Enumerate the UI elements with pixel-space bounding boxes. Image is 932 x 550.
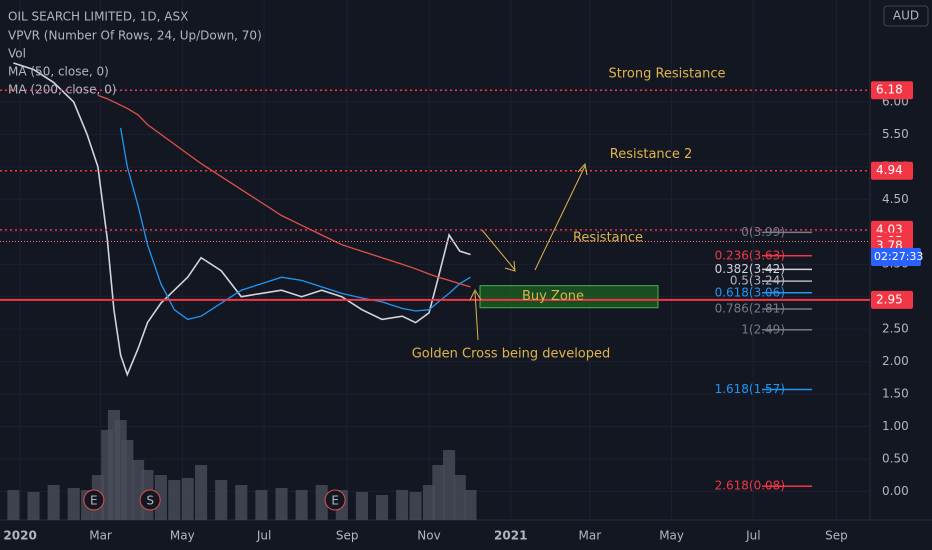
volume-bar xyxy=(464,490,477,520)
x-tick-label: 2021 xyxy=(494,529,527,543)
currency-bg xyxy=(883,5,929,27)
y-tick-label: 1.00 xyxy=(882,419,909,433)
x-tick-label: Jul xyxy=(256,529,271,543)
volume-bar xyxy=(121,440,134,520)
fib-label: 0.236(3.63) xyxy=(715,248,785,262)
volume-bar xyxy=(376,495,389,520)
resistance-label: Resistance 2 xyxy=(610,147,692,162)
indicator-label: VPVR (Number Of Rows, 24, Up/Down, 70) xyxy=(8,29,262,43)
volume-bar xyxy=(67,488,80,520)
ma-line xyxy=(119,127,471,321)
price-tag-bg xyxy=(871,81,913,100)
arrow xyxy=(481,229,516,272)
event-marker xyxy=(324,489,346,511)
arrow xyxy=(534,162,588,271)
volume-bar xyxy=(7,490,20,520)
fib-label: 0.618(3.06) xyxy=(715,285,785,299)
event-label: E xyxy=(90,494,98,508)
volume-bar xyxy=(47,485,60,520)
volume-bar xyxy=(295,490,308,520)
legend-entry: Vol xyxy=(8,47,26,61)
price-line xyxy=(13,62,471,377)
price-tag: 4.94 xyxy=(876,163,903,177)
buy-zone-label: Buy Zone xyxy=(522,289,584,304)
fib-label: 1(2.49) xyxy=(741,322,785,336)
fib-label: 0.382(3.42) xyxy=(715,262,785,276)
volume-bar xyxy=(235,485,248,520)
y-tick-label: 2.50 xyxy=(882,322,909,336)
volume-bar xyxy=(215,480,228,520)
x-tick-label: Sep xyxy=(336,529,359,543)
buy-zone xyxy=(479,285,659,309)
golden-cross-label: Golden Cross being developed xyxy=(412,347,611,362)
volume-bar xyxy=(396,490,409,520)
volume-bar xyxy=(453,475,466,520)
volume-bar xyxy=(432,465,445,520)
x-tick-label: Sep xyxy=(825,529,848,543)
price-tag-bg xyxy=(871,290,913,309)
x-tick-label: Mar xyxy=(89,529,112,543)
resistance-label: Resistance xyxy=(573,230,643,245)
x-tick-label: May xyxy=(170,529,195,543)
countdown-bg xyxy=(871,248,921,266)
y-tick-label: 1.50 xyxy=(882,387,909,401)
y-tick-label: 0.50 xyxy=(882,451,909,465)
event-marker xyxy=(139,489,161,511)
event-label: E xyxy=(331,494,339,508)
x-tick-label: May xyxy=(659,529,684,543)
volume-bar xyxy=(422,485,435,520)
currency: AUD xyxy=(893,9,919,23)
price-tag: 6.18 xyxy=(876,83,903,97)
fib-label: 0(3.99) xyxy=(741,225,785,239)
fib-label: 0.5(3.24) xyxy=(730,274,785,288)
arrow xyxy=(469,288,482,341)
volume-bar xyxy=(315,485,328,520)
volume-bar xyxy=(168,480,181,520)
x-tick-label: 2020 xyxy=(3,529,36,543)
legend-entry: MA (200, close, 0) xyxy=(8,83,116,97)
price-tag-bg xyxy=(871,161,913,180)
ma-line xyxy=(97,94,471,288)
legend-entry: MA (50, close, 0) xyxy=(8,65,109,79)
price-tag: 2.95 xyxy=(876,292,903,306)
volume-bar xyxy=(195,465,208,520)
y-tick-label: 0.00 xyxy=(882,484,909,498)
y-tick-label: 5.50 xyxy=(882,127,909,141)
y-tick-label: 4.50 xyxy=(882,192,909,206)
chart-title: OIL SEARCH LIMITED, 1D, ASX xyxy=(8,10,188,24)
volume-bar xyxy=(27,492,40,520)
fib-label: 0.786(2.81) xyxy=(715,302,785,316)
y-tick-label: 2.00 xyxy=(882,354,909,368)
volume-bar xyxy=(255,490,268,520)
event-label: S xyxy=(146,494,154,508)
fib-label: 2.618(0.08) xyxy=(715,479,785,493)
x-tick-label: Nov xyxy=(417,529,440,543)
volume-bar xyxy=(443,450,456,520)
event-marker xyxy=(83,489,105,511)
resistance-label: Strong Resistance xyxy=(608,67,725,82)
fib-label: 1.618(1.57) xyxy=(715,382,785,396)
volume-bar xyxy=(154,475,167,520)
x-tick-label: Jul xyxy=(745,529,760,543)
volume-bar xyxy=(181,478,194,520)
volume-bar xyxy=(355,492,368,520)
volume-bar xyxy=(409,492,422,520)
volume-bar xyxy=(275,488,288,520)
countdown: 02:27:33 xyxy=(874,250,923,263)
x-tick-label: Mar xyxy=(579,529,602,543)
